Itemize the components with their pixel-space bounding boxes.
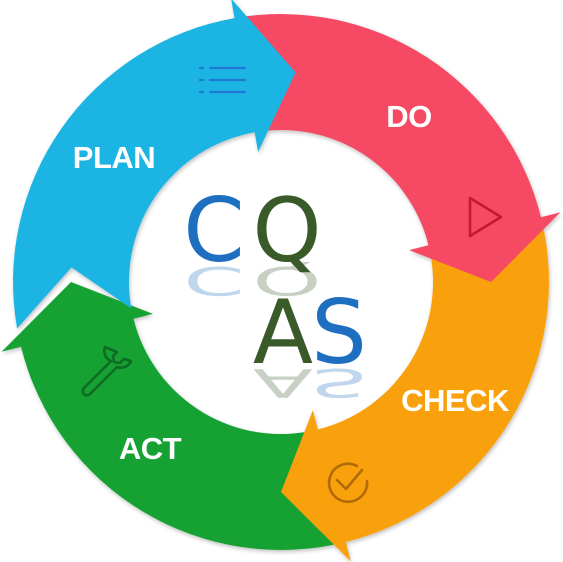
center-letter-a: A [253, 281, 313, 384]
checkmark-circle-icon [327, 462, 369, 504]
check-label: CHECK [401, 383, 510, 418]
play-icon [468, 196, 503, 238]
act-label: ACT [119, 431, 182, 466]
wrench-icon [81, 345, 133, 397]
center-cqas-text: C Q A S C Q A S [183, 179, 367, 405]
center-letter-c-reflection: C [183, 257, 244, 303]
center-letter-c: C [183, 179, 244, 282]
center-letter-a-reflection: A [253, 359, 314, 405]
center-letter-q-reflection: Q [252, 257, 321, 303]
center-letter-q: Q [252, 179, 321, 282]
do-label: DO [386, 99, 432, 134]
check-segment [281, 217, 549, 562]
plan-label: PLAN [73, 140, 155, 175]
plan-segment [13, 0, 296, 329]
act-segment [1, 282, 346, 550]
list-icon [198, 66, 247, 94]
do-segment [234, 14, 561, 282]
center-letter-s: S [311, 281, 367, 384]
center-letter-s-reflection: S [311, 359, 367, 405]
